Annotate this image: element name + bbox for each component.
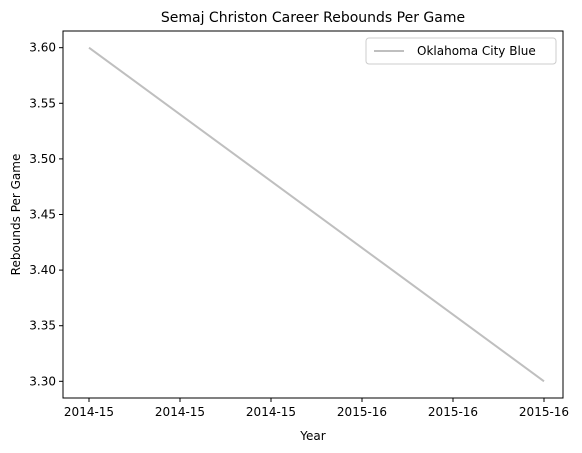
x-tick-label: 2014-15	[64, 405, 114, 419]
series-layer	[88, 46, 545, 383]
legend: Oklahoma City Blue	[365, 37, 557, 65]
y-tick-label: 3.50	[29, 152, 56, 166]
x-tick-label: 2014-15	[155, 405, 205, 419]
x-tick-label: 2015-16	[428, 405, 478, 419]
y-tick-label: 3.60	[29, 41, 56, 55]
y-tick-label: 3.35	[29, 319, 56, 333]
x-axis-label: Year	[299, 429, 325, 443]
x-tick-label: 2015-16	[337, 405, 387, 419]
x-tick-label: 2015-16	[519, 405, 569, 419]
series-line	[88, 46, 545, 383]
x-tick-label: 2014-15	[246, 405, 296, 419]
x-axis: 2014-15 2014-15 2014-15 2015-16 2015-16 2015-…	[64, 398, 569, 419]
y-tick-label: 3.45	[29, 208, 56, 222]
plot-area	[62, 30, 564, 399]
y-tick-label: 3.55	[29, 96, 56, 110]
chart-title: Semaj Christon Career Rebounds Per Game	[161, 10, 465, 26]
y-axis: 3.30 3.35 3.40 3.45 3.50 3.55 3.60	[29, 41, 63, 388]
legend-label: Oklahoma City Blue	[417, 44, 536, 58]
legend-box	[365, 37, 557, 65]
y-tick-label: 3.30	[29, 374, 56, 388]
y-tick-label: 3.40	[29, 263, 56, 277]
y-axis-label: Rebounds Per Game	[9, 154, 23, 276]
